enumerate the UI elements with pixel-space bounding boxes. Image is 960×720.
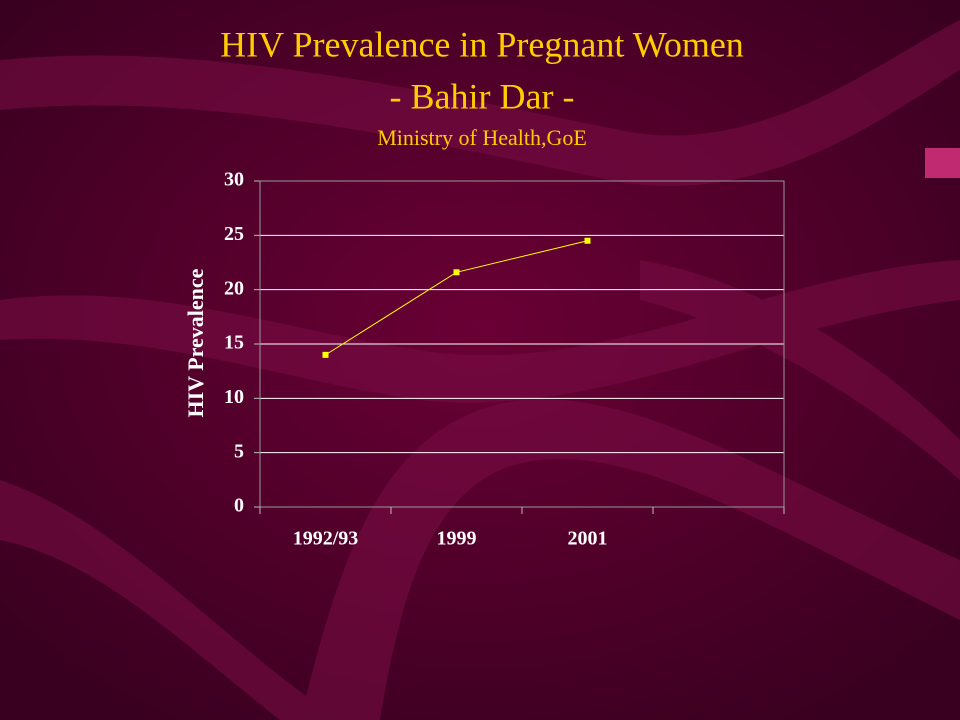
y-tick-label: 10	[224, 386, 244, 408]
x-tick-label: 1992/93	[293, 528, 359, 550]
y-tick-label: 15	[224, 332, 244, 354]
point-marker	[584, 237, 591, 244]
chart-title: - Bahir Dar -	[390, 76, 575, 116]
point-marker	[322, 351, 329, 358]
y-tick-label: 0	[234, 495, 244, 517]
chart-subtitle: Ministry of Health,GoE	[377, 125, 587, 150]
y-tick-label: 25	[224, 223, 244, 245]
chart-title: HIV Prevalence in Pregnant Women	[220, 24, 744, 64]
y-tick-label: 20	[224, 277, 244, 299]
x-tick-label: 1999	[437, 528, 477, 550]
decor	[0, 20, 960, 720]
decor-tab	[925, 148, 960, 178]
y-tick-label: 5	[234, 440, 244, 462]
point-marker	[453, 269, 460, 276]
y-tick-label: 30	[224, 169, 244, 191]
titles: HIV Prevalence in Pregnant Women - Bahir…	[220, 24, 744, 150]
y-axis-label: HIV Prevalence	[183, 268, 208, 417]
x-tick-label: 2001	[568, 528, 608, 550]
